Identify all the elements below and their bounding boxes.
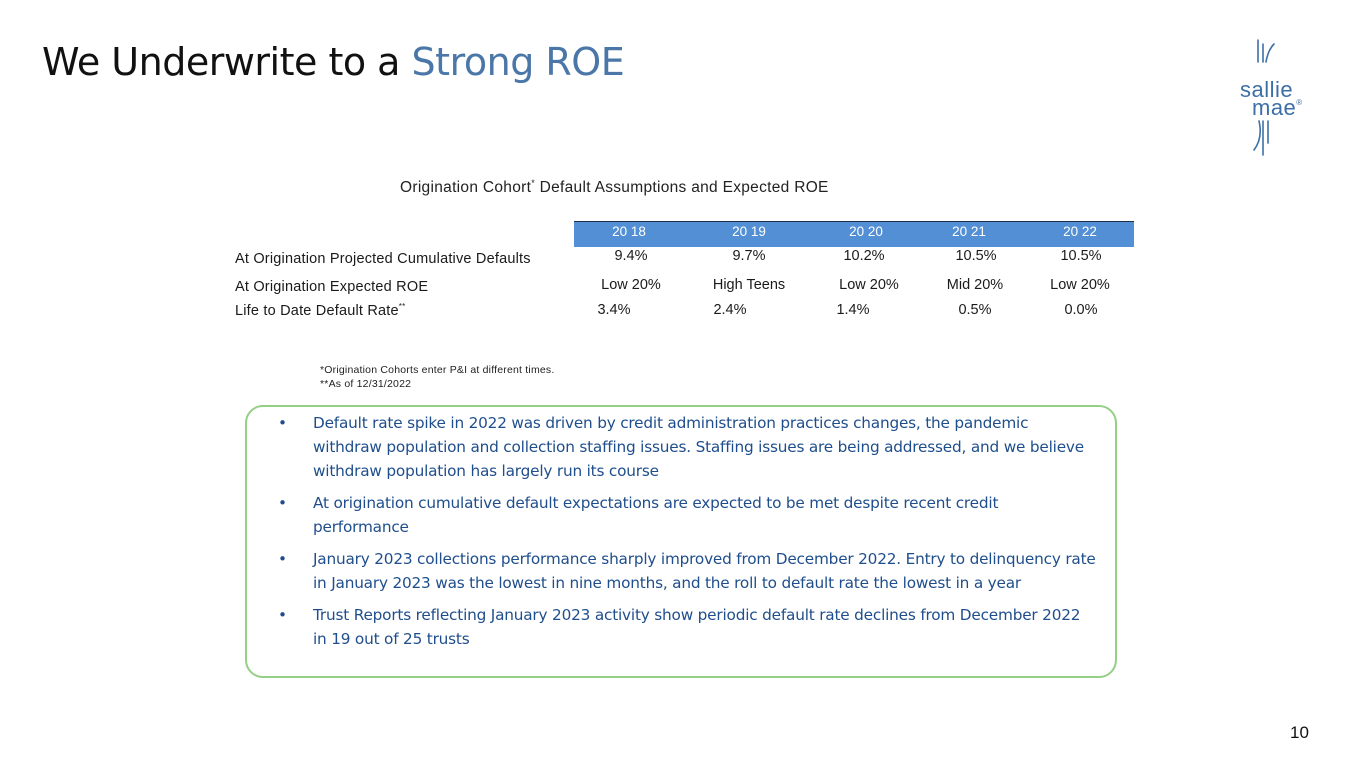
bullet-dot: • bbox=[278, 494, 287, 512]
table-cell: 10.2% bbox=[843, 248, 885, 264]
table-cell: Mid 20% bbox=[946, 277, 1004, 293]
column-header: 20 21 bbox=[952, 224, 986, 239]
table-cell: Low 20% bbox=[839, 277, 899, 293]
title-main: We Underwrite to a bbox=[42, 40, 412, 84]
bullet-item: • January 2023 collections performance sh… bbox=[278, 547, 1098, 595]
table-title-suffix: Default Assumptions and Expected ROE bbox=[535, 179, 829, 197]
table-cell: 9.7% bbox=[732, 248, 766, 264]
bullet-list: • Default rate spike in 2022 was driven b… bbox=[278, 411, 1098, 659]
logo-text-sallie: sallie bbox=[1240, 77, 1294, 102]
column-header: 20 19 bbox=[732, 224, 766, 239]
table-cell: 2.4% bbox=[713, 302, 747, 318]
callout-box bbox=[245, 405, 1117, 678]
bullet-dot: • bbox=[278, 414, 287, 432]
table-cell: Low 20% bbox=[1050, 277, 1110, 293]
bullet-text: At origination cumulative default expect… bbox=[313, 494, 999, 536]
table-header-bar bbox=[574, 221, 1134, 247]
registered-mark: ® bbox=[1296, 98, 1303, 107]
row-label-text: Life to Date Default Rate bbox=[235, 302, 399, 319]
table-cell: 10.5% bbox=[1060, 248, 1102, 264]
table-cell: 3.4% bbox=[597, 302, 631, 318]
row-label-expected-roe: At Origination Expected ROE bbox=[235, 279, 429, 295]
logo-mark-icon bbox=[1253, 39, 1275, 156]
title-accent: Strong ROE bbox=[411, 40, 625, 84]
table-cell: 0.5% bbox=[958, 302, 992, 318]
sallie-mae-logo: sallie mae® bbox=[1232, 38, 1332, 158]
column-header: 20 20 bbox=[849, 224, 883, 239]
row-label-projected-defaults: At Origination Projected Cumulative Defa… bbox=[235, 251, 531, 267]
row-label-marker: ** bbox=[398, 302, 406, 311]
table-cell: 10.5% bbox=[955, 248, 997, 264]
bullet-item: • At origination cumulative default expec… bbox=[278, 491, 1098, 539]
logo-text-mae-word: mae bbox=[1252, 95, 1297, 120]
slide-title: We Underwrite to a Strong ROE bbox=[42, 40, 625, 84]
logo-text-mae: mae® bbox=[1252, 97, 1303, 119]
table-title: Origination Cohort* Default Assumptions … bbox=[400, 178, 829, 197]
bullet-text: Trust Reports reflecting January 2023 ac… bbox=[313, 606, 1081, 648]
footnote-date: **As of 12/31/2022 bbox=[320, 378, 412, 390]
footnote-cohorts: *Origination Cohorts enter P&I at differ… bbox=[320, 364, 555, 376]
table-cell: Low 20% bbox=[601, 277, 661, 293]
page-number: 10 bbox=[1290, 723, 1309, 742]
bullet-text: January 2023 collections performance sha… bbox=[313, 550, 1096, 592]
bullet-dot: • bbox=[278, 606, 287, 624]
table-cell: 9.4% bbox=[614, 248, 648, 264]
bullet-text: Default rate spike in 2022 was driven by… bbox=[313, 414, 1084, 480]
table-cell: High Teens bbox=[712, 277, 786, 293]
bullet-dot: • bbox=[278, 550, 287, 568]
column-header: 20 22 bbox=[1063, 224, 1097, 239]
table-title-prefix: Origination Cohort bbox=[400, 179, 532, 197]
table-cell: 0.0% bbox=[1064, 302, 1098, 318]
column-header: 20 18 bbox=[612, 224, 646, 239]
bullet-item: • Default rate spike in 2022 was driven b… bbox=[278, 411, 1098, 483]
bullet-item: • Trust Reports reflecting January 2023 a… bbox=[278, 603, 1098, 651]
table-cell: 1.4% bbox=[836, 302, 870, 318]
table-title-marker: * bbox=[531, 178, 535, 188]
row-label-default-rate: Life to Date Default Rate** bbox=[235, 302, 405, 319]
